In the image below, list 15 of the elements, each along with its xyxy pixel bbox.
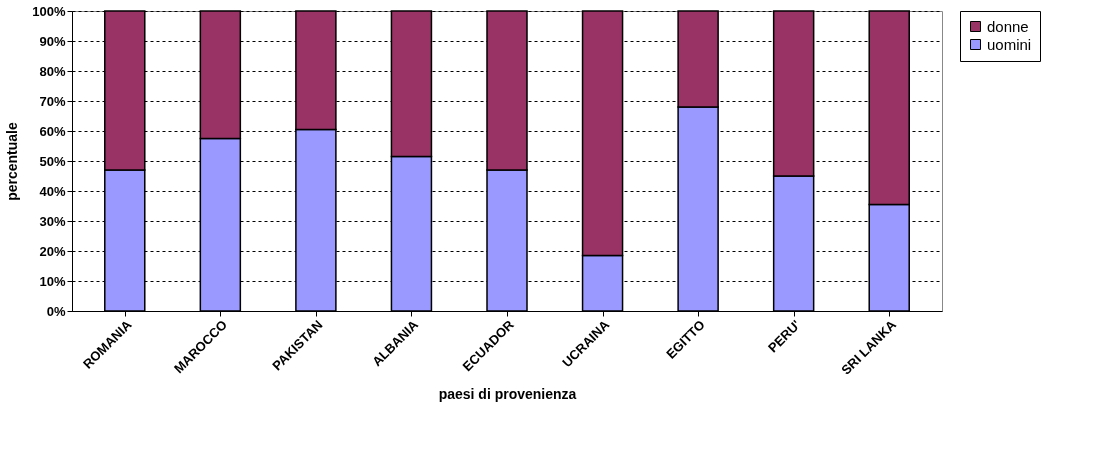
y-tick-label: 10%	[39, 273, 66, 289]
x-axis-title: paesi di provenienza	[438, 385, 577, 402]
y-tick-label: 80%	[39, 63, 66, 79]
y-tick-label: 20%	[39, 243, 66, 259]
y-axis-title: percentuale	[4, 122, 21, 201]
y-tick-label: 0%	[46, 303, 66, 319]
y-tick-label: 60%	[39, 123, 66, 139]
y-tick-label: 40%	[39, 183, 66, 199]
legend-label: donne	[987, 17, 1029, 35]
y-tick-label: 70%	[39, 93, 66, 109]
y-tick-label: 90%	[39, 33, 66, 49]
y-tick-label: 30%	[39, 213, 66, 229]
y-tick-label: 50%	[39, 153, 66, 169]
legend-label: uomini	[987, 35, 1032, 53]
y-tick-label: 100%	[32, 3, 66, 19]
